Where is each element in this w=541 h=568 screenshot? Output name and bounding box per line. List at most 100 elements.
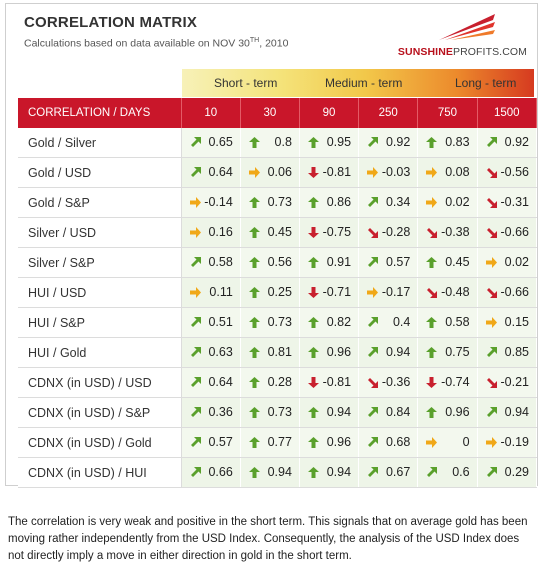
arrow-down-right-icon xyxy=(486,198,497,208)
arrow-up-icon xyxy=(307,467,319,478)
correlation-value: 0.28 xyxy=(267,375,292,389)
arrow-up-right-icon xyxy=(368,467,379,477)
correlation-value: 0.58 xyxy=(208,255,233,269)
correlation-value: 0.95 xyxy=(326,135,352,149)
table-row: Gold / S&P -0.14 0.73 0.86 0.34 0.02 -0.31 xyxy=(18,187,538,218)
correlation-cell: 0.96 xyxy=(417,397,478,428)
correlation-cell: -0.56 xyxy=(477,157,538,188)
correlation-cell: 0.94 xyxy=(299,457,360,488)
pair-label: CDNX (in USD) / USD xyxy=(18,367,182,398)
arrow-up-right-icon xyxy=(427,467,438,477)
correlation-cell: -0.38 xyxy=(417,217,478,248)
band-long-term: Long - term xyxy=(455,76,517,90)
correlation-cell: 0.83 xyxy=(417,128,478,158)
correlation-cell: 0.94 xyxy=(358,337,419,368)
arrow-up-icon xyxy=(248,287,260,298)
sun-rays-icon xyxy=(439,14,495,40)
pair-label: HUI / USD xyxy=(18,277,182,308)
correlation-table: CORRELATION / DAYS 10 30 90 250 750 1500… xyxy=(18,98,538,488)
correlation-cell: 0.6 xyxy=(417,457,478,488)
correlation-cell: 0.34 xyxy=(358,187,419,218)
column-days-30: 30 xyxy=(240,98,300,128)
arrow-up-right-icon xyxy=(190,467,201,477)
column-label: CORRELATION / DAYS xyxy=(18,98,182,128)
correlation-value: 0.68 xyxy=(385,435,411,449)
subtitle-sup: TH xyxy=(249,37,260,44)
correlation-cell: -0.19 xyxy=(477,427,538,458)
correlation-cell: 0.16 xyxy=(181,217,241,248)
column-days-750: 750 xyxy=(417,98,478,128)
arrow-up-icon xyxy=(248,317,260,328)
correlation-value: 0.83 xyxy=(445,135,470,149)
correlation-cell: -0.66 xyxy=(477,217,538,248)
correlation-cell: 0.56 xyxy=(240,247,300,278)
correlation-value: 0.85 xyxy=(504,345,529,359)
commentary-text: The correlation is very weak and positiv… xyxy=(8,516,528,562)
arrow-up-icon xyxy=(248,137,260,148)
arrow-down-right-icon xyxy=(427,228,438,238)
correlation-cell: 0.81 xyxy=(240,337,300,368)
correlation-value: 0.67 xyxy=(385,465,411,479)
correlation-cell: 0.75 xyxy=(417,337,478,368)
correlation-value: -0.66 xyxy=(500,225,530,239)
arrow-down-icon xyxy=(307,287,319,298)
correlation-value: 0.92 xyxy=(504,135,529,149)
correlation-cell: 0.06 xyxy=(240,157,300,188)
arrow-up-icon xyxy=(426,137,438,148)
correlation-cell: 0.84 xyxy=(358,397,419,428)
correlation-value: 0 xyxy=(462,435,470,449)
arrow-up-icon xyxy=(426,257,438,268)
arrow-down-right-icon xyxy=(368,228,379,238)
correlation-cell: 0.82 xyxy=(299,307,360,338)
correlation-value: -0.36 xyxy=(381,375,411,389)
arrow-down-right-icon xyxy=(486,168,497,178)
correlation-cell: 0.4 xyxy=(358,307,419,338)
correlation-cell: 0.8 xyxy=(240,128,300,158)
correlation-value: 0.94 xyxy=(267,465,292,479)
arrow-up-icon xyxy=(307,347,319,358)
correlation-cell: 0.58 xyxy=(181,247,241,278)
pair-label: HUI / Gold xyxy=(18,337,182,368)
correlation-value: 0.82 xyxy=(326,315,352,329)
correlation-value: 0.64 xyxy=(208,165,233,179)
correlation-cell: 0.25 xyxy=(240,277,300,308)
correlation-cell: 0.15 xyxy=(477,307,538,338)
arrow-down-icon xyxy=(307,377,319,388)
correlation-value: 0.63 xyxy=(208,345,233,359)
page-title: CORRELATION MATRIX xyxy=(24,14,198,31)
table-row: HUI / USD 0.11 0.25 -0.71 -0.17 -0.48 -0.66 xyxy=(18,277,538,308)
column-days-10: 10 xyxy=(181,98,241,128)
correlation-cell: -0.81 xyxy=(299,157,360,188)
correlation-value: -0.66 xyxy=(500,285,530,299)
correlation-value: 0.6 xyxy=(452,465,470,479)
correlation-cell: -0.28 xyxy=(358,217,419,248)
pair-label: Silver / S&P xyxy=(18,247,182,278)
arrow-up-right-icon xyxy=(486,407,497,417)
correlation-value: -0.48 xyxy=(441,285,470,299)
column-days-90: 90 xyxy=(299,98,360,128)
correlation-value: 0.51 xyxy=(208,315,233,329)
correlation-value: 0.34 xyxy=(385,195,411,209)
correlation-value: 0.4 xyxy=(392,315,411,329)
arrow-right-icon xyxy=(485,317,497,328)
table-row: CDNX (in USD) / HUI 0.66 0.94 0.94 0.67 0.6 0.… xyxy=(18,457,538,488)
correlation-cell: 0.77 xyxy=(240,427,300,458)
correlation-value: 0.94 xyxy=(326,405,352,419)
arrow-down-right-icon xyxy=(486,288,497,298)
correlation-cell: -0.71 xyxy=(299,277,360,308)
arrow-up-icon xyxy=(307,197,319,208)
correlation-value: 0.56 xyxy=(267,255,292,269)
correlation-cell: 0.36 xyxy=(181,397,241,428)
arrow-right-icon xyxy=(485,257,497,268)
arrow-up-icon xyxy=(307,407,319,418)
arrow-up-right-icon xyxy=(486,467,497,477)
correlation-cell: 0.58 xyxy=(417,307,478,338)
correlation-value: 0.96 xyxy=(326,435,352,449)
correlation-value: 0.15 xyxy=(504,315,529,329)
table-row: Gold / Silver 0.65 0.8 0.95 0.92 0.83 0.92 xyxy=(18,128,538,158)
band-medium-term: Medium - term xyxy=(325,76,403,90)
correlation-value: 0.73 xyxy=(267,315,292,329)
correlation-cell: 0.92 xyxy=(358,128,419,158)
correlation-value: 0.86 xyxy=(326,195,352,209)
correlation-cell: 0.91 xyxy=(299,247,360,278)
